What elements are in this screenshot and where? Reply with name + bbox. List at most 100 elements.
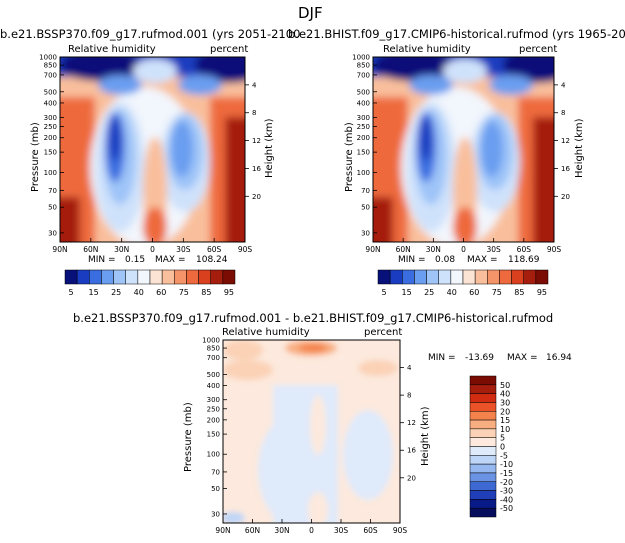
panel3-ytick-label: 50 xyxy=(211,485,220,493)
panel2-colorbar-box xyxy=(438,269,452,285)
panel1-colorbar-label: 95 xyxy=(224,288,234,297)
panel2-max-value: 118.69 xyxy=(508,255,540,265)
panel3-colorbar-box xyxy=(469,428,497,438)
panel2-colorbar-label: 75 xyxy=(492,288,502,297)
panel2-ytick-right-label: 20 xyxy=(561,193,570,201)
panel3-xtick-label: 30S xyxy=(334,526,349,535)
panel1-ytick-label: 400 xyxy=(44,99,57,107)
panel3-colorbar-label: -15 xyxy=(500,469,513,478)
panel1-ytick-label: 1000 xyxy=(39,54,57,62)
panel1-ylabel: Pressure (mb) xyxy=(30,122,41,192)
panel3-colorbar-box xyxy=(469,455,497,465)
panel3-ytick-label: 100 xyxy=(207,451,220,459)
panel1-min-label: MIN = xyxy=(88,255,116,265)
panel2-colorbar-box xyxy=(462,269,476,285)
panel1-colorbar-label: 25 xyxy=(111,288,121,297)
panel1-min-value: 0.15 xyxy=(125,255,146,265)
panel1-ytick-right-label: 4 xyxy=(252,81,257,89)
panel2-xtick-label: 90N xyxy=(365,245,380,254)
panel1-colorbar-box xyxy=(101,269,114,285)
panel1-ytick-label: 200 xyxy=(44,134,57,142)
panel2-colorbar-box xyxy=(474,269,488,285)
panel3-colorbar-box xyxy=(469,507,497,518)
panel1-colorbar-box xyxy=(186,269,199,285)
panel1-colorbar-box xyxy=(137,269,151,285)
panel3-xtick-label: 0 xyxy=(309,526,314,535)
panel1-colorbar: 5 15 25 40 60 75 85 95 xyxy=(64,269,236,297)
panel1-colorbar-label: 75 xyxy=(179,288,189,297)
panel1-colorbar-label: 85 xyxy=(201,288,211,297)
panel3-ytick-label: 700 xyxy=(207,354,220,362)
panel3-ytick-right-label: 16 xyxy=(407,447,416,455)
panel2-title: b.e21.BHIST.f09_g17.CMIP6-historical.ruf… xyxy=(288,27,625,41)
panel2-xtick-label: 60N xyxy=(396,245,411,254)
panel3-ytick-right-label: 4 xyxy=(407,364,412,372)
panel2-colorbar-label: 60 xyxy=(469,288,479,297)
panel1-ytick-label: 850 xyxy=(44,62,57,70)
panel3-min-label: MIN = xyxy=(428,353,456,363)
panel3-ytick-label: 250 xyxy=(207,405,220,413)
panel3-colorbar-label: -40 xyxy=(500,495,513,504)
panel2-ytick-label: 150 xyxy=(357,149,370,157)
panel3-ytick-label: 150 xyxy=(207,431,220,439)
figure-title: DJF xyxy=(298,4,323,22)
panel2-colorbar-box xyxy=(450,269,464,285)
panel1-colorbar-box xyxy=(210,269,224,285)
panel2-colorbar-label: 40 xyxy=(447,288,457,297)
panel1-colorbar-box xyxy=(149,269,163,285)
panel1-colorbar-box xyxy=(113,269,126,285)
panel1-xtick-label: 60S xyxy=(207,245,222,254)
panel3-ytick-label: 300 xyxy=(207,396,220,404)
panel1-xtick-label: 60N xyxy=(83,245,98,254)
panel3-colorbar-box xyxy=(469,384,497,394)
panel2-variable-label: Relative humidity xyxy=(383,44,471,55)
panel3-ytick-label: 500 xyxy=(207,371,220,379)
panel1-colorbar-box xyxy=(76,269,90,285)
panel3-colorbar-label: 0 xyxy=(500,443,505,452)
panel1-plot: 90N 60N 30N 0 30S 60S 90S 30 50 70 100 150 200 250300… xyxy=(39,54,261,255)
panel2-colorbar-label: 85 xyxy=(514,288,524,297)
panel1-xtick-label: 90S xyxy=(238,245,253,254)
panel2-colorbar: 5 15 25 40 60 75 85 95 xyxy=(377,269,549,297)
panel1-xtick-label: 0 xyxy=(150,245,155,254)
panel1-variable-label: Relative humidity xyxy=(68,44,156,55)
panel3-colorbar-box xyxy=(469,375,497,386)
panel3-colorbar-label: 50 xyxy=(500,381,510,390)
panel1-xtick-label: 90N xyxy=(52,245,67,254)
panel3-ytick-label: 200 xyxy=(207,416,220,424)
panel2-ytick-label: 250 xyxy=(357,123,370,131)
panel3-colorbar-box xyxy=(469,419,497,430)
panel1-colorbar-label: 5 xyxy=(69,288,74,297)
panel1-ytick-right-label: 16 xyxy=(252,165,261,173)
panel1-ytick-label: 30 xyxy=(48,229,57,237)
panel2-colorbar-box xyxy=(402,269,415,285)
panel3-colorbar-label: 30 xyxy=(500,398,510,407)
panel1-field xyxy=(60,57,245,242)
panel2-ytick-label: 50 xyxy=(361,204,370,212)
panel2-ytick-label: 100 xyxy=(357,169,370,177)
panel1-ytick-label: 50 xyxy=(48,204,57,212)
panel3-ytick-label: 850 xyxy=(207,345,220,353)
panel1-colorbar-box xyxy=(174,269,187,285)
panel2-ytick-label: 850 xyxy=(357,62,370,70)
panel1-ytick-label: 250 xyxy=(44,123,57,131)
panel3-variable-label: Relative humidity xyxy=(222,327,310,338)
panel2-colorbar-box xyxy=(535,269,549,285)
panel3-ytick-label: 1000 xyxy=(202,337,220,345)
panel1-ytick-label: 100 xyxy=(44,169,57,177)
panel3-colorbar-box xyxy=(469,481,497,491)
panel1-colorbar-label: 60 xyxy=(156,288,166,297)
panel2-xtick-label: 0 xyxy=(461,245,466,254)
panel2-ytick-right-label: 4 xyxy=(561,81,566,89)
panel1-colorbar-box xyxy=(222,269,236,285)
panel2-colorbar-box xyxy=(499,269,512,285)
panel3-colorbar-label: -10 xyxy=(500,460,513,469)
panel2-plot: 90N 60N 30N 0 30S 60S 90S 30 50 70 100 150 200 250300… xyxy=(352,54,570,255)
panel1-colorbar-label: 15 xyxy=(89,288,99,297)
panel3-colorbar-label: -5 xyxy=(500,451,508,460)
panel2-ylabel: Pressure (mb) xyxy=(344,122,355,192)
panel3-xtick-label: 60N xyxy=(245,526,260,535)
panel2-xtick-label: 30S xyxy=(487,245,502,254)
panel2-units-label: percent xyxy=(519,44,558,55)
